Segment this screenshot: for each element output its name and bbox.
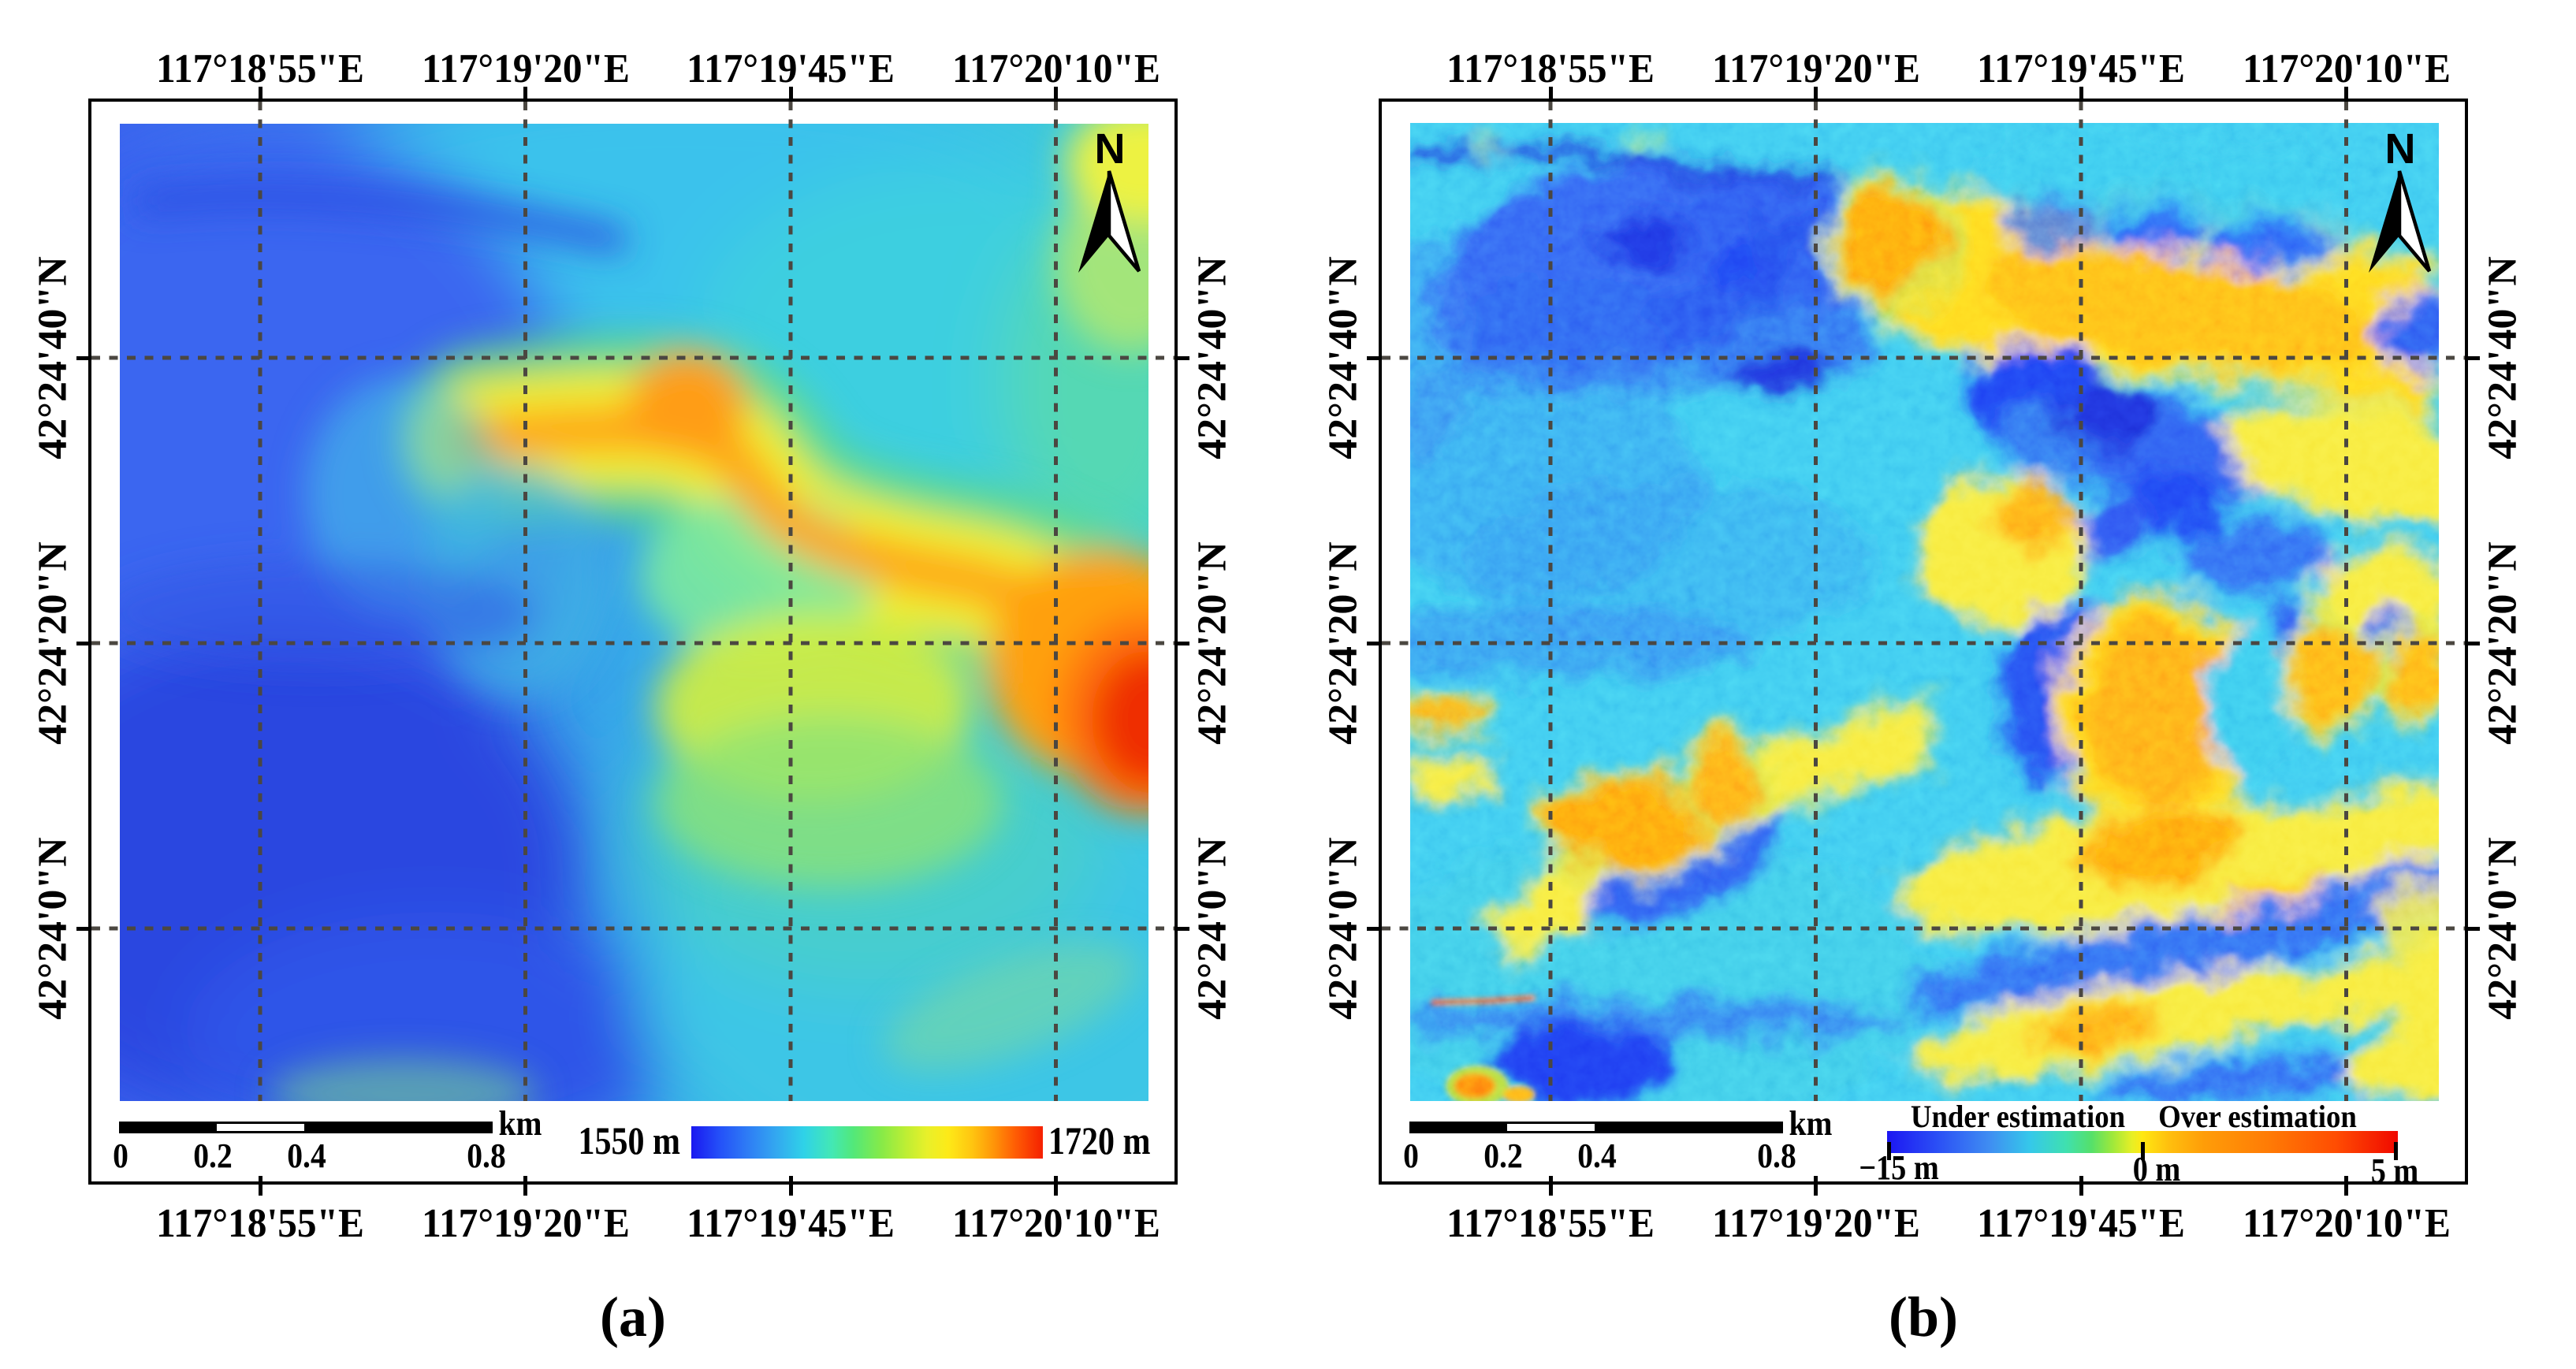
svg-text:N: N — [2385, 126, 2416, 173]
svg-text:N: N — [1095, 126, 1126, 173]
